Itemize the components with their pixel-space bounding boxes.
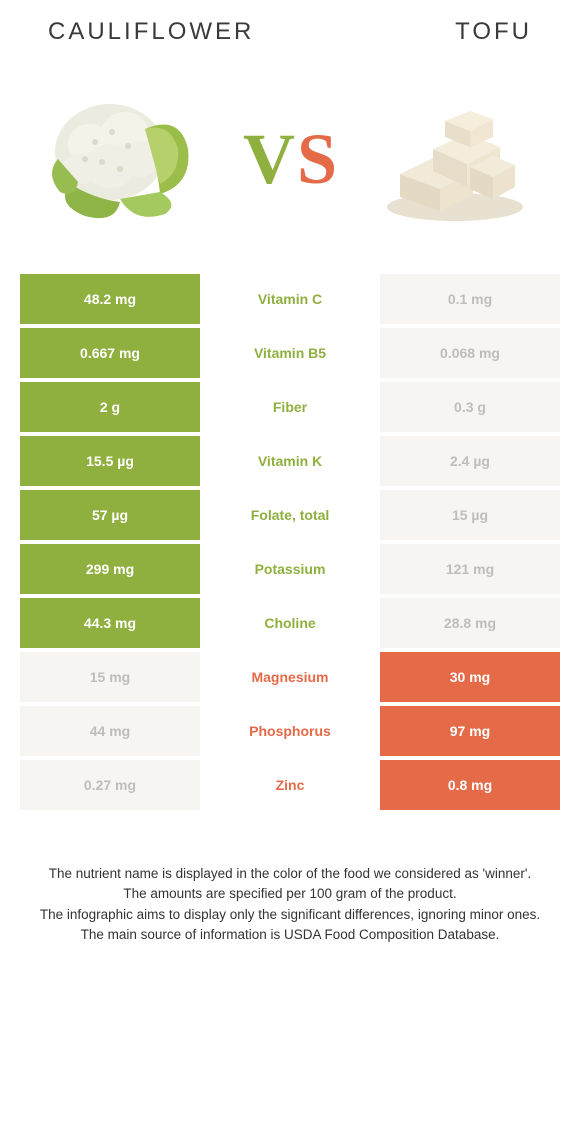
nutrient-name: Zinc: [276, 777, 305, 793]
footer-line: The amounts are specified per 100 gram o…: [30, 884, 550, 904]
table-row: 0.27 mg Zinc 0.8 mg: [20, 760, 560, 810]
left-value-cell: 44 mg: [20, 706, 200, 756]
cauliflower-image: [40, 74, 210, 244]
left-value-cell: 0.27 mg: [20, 760, 200, 810]
footer-line: The infographic aims to display only the…: [30, 905, 550, 925]
header-row: CAULIFLOWER TOFU: [0, 0, 580, 54]
nutrient-name: Potassium: [255, 561, 326, 577]
nutrient-name-cell: Vitamin C: [200, 274, 380, 324]
table-row: 15.5 µg Vitamin K 2.4 µg: [20, 436, 560, 486]
left-value-cell: 2 g: [20, 382, 200, 432]
footer-notes: The nutrient name is displayed in the co…: [0, 814, 580, 945]
left-value-cell: 15 mg: [20, 652, 200, 702]
nutrient-name: Vitamin K: [258, 453, 322, 469]
vs-v-letter: V: [243, 118, 295, 201]
right-value-cell: 15 µg: [380, 490, 560, 540]
nutrient-name: Folate, total: [251, 507, 330, 523]
nutrient-name: Choline: [264, 615, 315, 631]
left-value-cell: 57 µg: [20, 490, 200, 540]
nutrient-name: Vitamin B5: [254, 345, 326, 361]
table-row: 2 g Fiber 0.3 g: [20, 382, 560, 432]
right-value-cell: 28.8 mg: [380, 598, 560, 648]
food-title-left: CAULIFLOWER: [48, 18, 254, 46]
right-value-cell: 121 mg: [380, 544, 560, 594]
table-row: 15 mg Magnesium 30 mg: [20, 652, 560, 702]
tofu-image: [370, 74, 540, 244]
table-row: 44.3 mg Choline 28.8 mg: [20, 598, 560, 648]
table-row: 44 mg Phosphorus 97 mg: [20, 706, 560, 756]
table-row: 0.667 mg Vitamin B5 0.068 mg: [20, 328, 560, 378]
right-value-cell: 30 mg: [380, 652, 560, 702]
nutrient-name: Vitamin C: [258, 291, 322, 307]
hero-row: V S: [0, 54, 580, 274]
nutrient-name-cell: Choline: [200, 598, 380, 648]
left-value-cell: 48.2 mg: [20, 274, 200, 324]
left-value-cell: 15.5 µg: [20, 436, 200, 486]
right-value-cell: 0.068 mg: [380, 328, 560, 378]
right-value-cell: 97 mg: [380, 706, 560, 756]
nutrient-name-cell: Fiber: [200, 382, 380, 432]
nutrient-name-cell: Vitamin B5: [200, 328, 380, 378]
vs-label: V S: [243, 118, 337, 201]
nutrient-name: Fiber: [273, 399, 307, 415]
nutrient-name: Magnesium: [251, 669, 328, 685]
nutrient-name-cell: Zinc: [200, 760, 380, 810]
vs-s-letter: S: [297, 118, 337, 201]
right-value-cell: 0.1 mg: [380, 274, 560, 324]
right-value-cell: 0.3 g: [380, 382, 560, 432]
nutrient-name-cell: Potassium: [200, 544, 380, 594]
nutrient-name-cell: Folate, total: [200, 490, 380, 540]
comparison-infographic: CAULIFLOWER TOFU: [0, 0, 580, 945]
table-row: 57 µg Folate, total 15 µg: [20, 490, 560, 540]
left-value-cell: 0.667 mg: [20, 328, 200, 378]
nutrient-name-cell: Magnesium: [200, 652, 380, 702]
nutrient-name: Phosphorus: [249, 723, 331, 739]
nutrient-table: 48.2 mg Vitamin C 0.1 mg 0.667 mg Vitamin B5…: [20, 274, 560, 810]
left-value-cell: 299 mg: [20, 544, 200, 594]
left-value-cell: 44.3 mg: [20, 598, 200, 648]
nutrient-name-cell: Phosphorus: [200, 706, 380, 756]
footer-line: The nutrient name is displayed in the co…: [30, 864, 550, 884]
table-row: 299 mg Potassium 121 mg: [20, 544, 560, 594]
right-value-cell: 0.8 mg: [380, 760, 560, 810]
nutrient-name-cell: Vitamin K: [200, 436, 380, 486]
food-title-right: TOFU: [455, 18, 532, 46]
right-value-cell: 2.4 µg: [380, 436, 560, 486]
table-row: 48.2 mg Vitamin C 0.1 mg: [20, 274, 560, 324]
footer-line: The main source of information is USDA F…: [30, 925, 550, 945]
